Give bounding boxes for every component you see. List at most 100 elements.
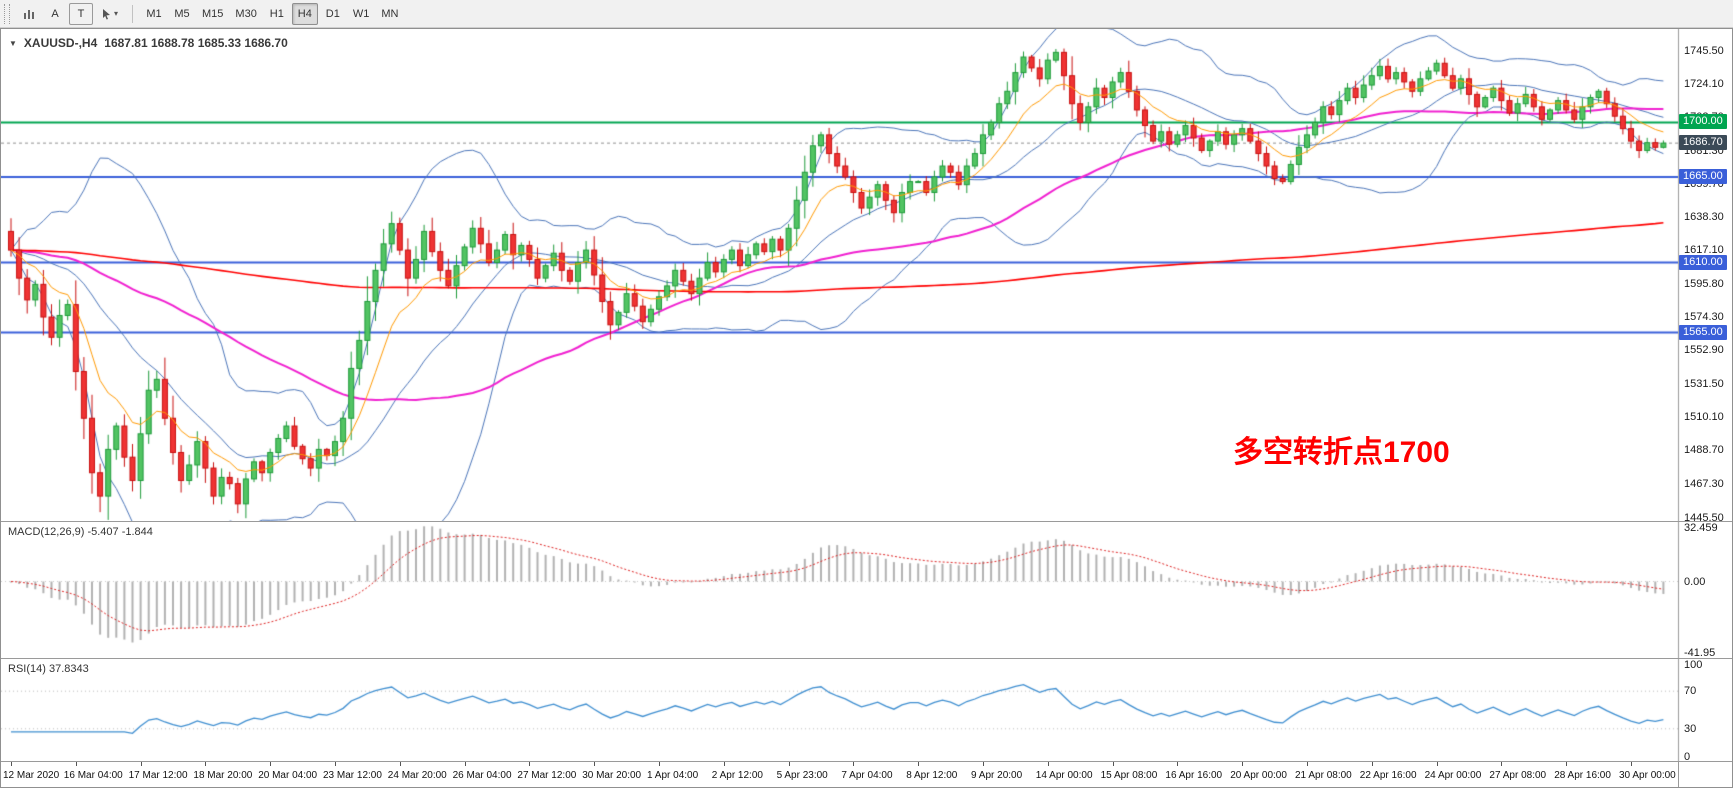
font-tool-button[interactable]: A [43, 3, 67, 25]
time-axis-label: 20 Mar 04:00 [258, 770, 318, 781]
timeframe-button-mn[interactable]: MN [376, 3, 403, 25]
price-axis-label: 1617.10 [1684, 244, 1724, 257]
main-chart-panel: ▼ XAUUSD-,H4 1687.81 1688.78 1685.33 168… [1, 29, 1732, 524]
chart-title: ▼ XAUUSD-,H4 1687.81 1688.78 1685.33 168… [9, 36, 288, 50]
timeframe-button-m30[interactable]: M30 [230, 3, 261, 25]
time-axis-label: 28 Apr 16:00 [1554, 770, 1611, 781]
price-axis-label: 1445.50 [1684, 511, 1724, 524]
time-axis-label: 23 Mar 12:00 [323, 770, 382, 781]
toolbar-separator [132, 4, 134, 23]
time-axis-label: 24 Mar 20:00 [387, 770, 447, 781]
time-axis-label: 15 Apr 08:00 [1100, 770, 1158, 781]
timeframe-button-m5[interactable]: M5 [169, 3, 195, 25]
timeframe-button-m15[interactable]: M15 [197, 3, 228, 25]
text-tool-label: T [77, 7, 85, 20]
time-tick-mark [1112, 762, 1114, 766]
macd-axis-label: 0.00 [1684, 575, 1706, 588]
price-axis-label: 1724.10 [1684, 77, 1724, 90]
time-axis-label: 12 Mar 2020 [3, 770, 60, 781]
price-axis-label: 1745.50 [1684, 44, 1724, 57]
text-tool-button[interactable]: T [69, 2, 93, 25]
bar-chart-icon [23, 8, 35, 20]
time-tick-mark [788, 762, 790, 766]
timeframe-button-h1[interactable]: H1 [264, 3, 290, 25]
rsi-axis-label: 100 [1684, 659, 1703, 671]
time-axis-separator [1678, 762, 1679, 787]
time-tick-mark [529, 762, 531, 766]
time-tick-mark [1501, 762, 1503, 766]
macd-axis-label: 32.459 [1684, 522, 1718, 534]
time-tick-mark [983, 762, 984, 766]
time-tick-mark [723, 762, 725, 766]
chart-annotation-text[interactable]: 多空转折点1700 [1233, 436, 1450, 469]
time-tick-mark [853, 762, 855, 766]
time-axis-label: 17 Mar 12:00 [128, 770, 188, 781]
time-tick-mark [335, 762, 336, 766]
time-axis-label: 20 Apr 00:00 [1230, 770, 1287, 781]
timeframe-group: M1 M5 M15 M30 H1 H4 D1 W1 MN [141, 2, 403, 25]
rsi-panel: RSI(14) 37.8343 100 70 30 0 [1, 658, 1732, 763]
time-axis-label: 21 Apr 08:00 [1295, 770, 1352, 781]
timeframe-button-h4[interactable]: H4 [291, 2, 318, 25]
bar-chart-tool-button[interactable] [17, 3, 41, 25]
toolbar-grip[interactable] [4, 3, 10, 24]
rsi-canvas[interactable] [1, 659, 1732, 761]
cursor-tool-button[interactable]: ▾ [95, 3, 124, 25]
time-axis[interactable]: 12 Mar 2020 16 Mar 04:00 17 Mar 12:00 18 Ma… [1, 761, 1732, 787]
time-axis-label: 26 Mar 04:00 [452, 770, 512, 781]
time-axis-label: 27 Mar 12:00 [517, 770, 577, 781]
macd-canvas[interactable] [1, 522, 1732, 658]
time-tick-mark [659, 762, 660, 766]
time-tick-mark [1177, 762, 1179, 766]
price-badge-1700.00: 1700.00 [1679, 114, 1727, 130]
time-tick-mark [1307, 762, 1308, 766]
cursor-icon [101, 8, 112, 20]
rsi-axis-label: 0 [1684, 751, 1691, 763]
macd-axis-label: -41.95 [1684, 646, 1716, 659]
time-axis-label: 2 Apr 12:00 [711, 770, 763, 781]
chart-symbol-period: XAUUSD-,H4 [23, 36, 98, 50]
time-tick-mark [1436, 762, 1438, 766]
time-axis-label: 22 Apr 16:00 [1359, 770, 1417, 781]
chart-ohlc-values: 1687.81 1688.78 1685.33 1686.70 [104, 36, 288, 50]
time-axis-label: 16 Mar 04:00 [63, 770, 123, 781]
price-axis-label: 1574.30 [1684, 311, 1724, 324]
time-axis-label: 16 Apr 16:00 [1165, 770, 1223, 781]
time-tick-mark [75, 762, 77, 766]
price-axis-label: 1552.90 [1684, 344, 1724, 357]
macd-label: MACD(12,26,9) -5.407 -1.844 [8, 526, 153, 538]
time-tick-mark [1371, 762, 1373, 766]
main-chart-canvas[interactable] [1, 29, 1732, 521]
time-axis-label: 7 Apr 04:00 [841, 770, 893, 781]
timeframe-button-m1[interactable]: M1 [141, 3, 167, 25]
time-tick-mark [399, 762, 401, 766]
time-axis-label: 27 Apr 08:00 [1489, 770, 1547, 781]
time-tick-mark [594, 762, 596, 766]
price-axis-label: 1488.70 [1684, 444, 1724, 457]
triangle-down-icon: ▼ [9, 38, 17, 48]
price-axis-label: 1638.30 [1684, 211, 1724, 224]
rsi-label: RSI(14) 37.8343 [8, 663, 89, 675]
price-badge-1610.00: 1610.00 [1679, 254, 1727, 270]
time-tick-mark [1047, 762, 1049, 766]
time-tick-mark [270, 762, 272, 766]
current-price-badge: 1686.70 [1679, 135, 1727, 151]
rsi-axis-label: 70 [1684, 685, 1697, 698]
timeframe-button-d1[interactable]: D1 [320, 3, 346, 25]
time-axis-label: 9 Apr 20:00 [971, 770, 1023, 781]
time-axis-label: 1 Apr 04:00 [647, 770, 699, 781]
rsi-axis-label: 30 [1684, 722, 1697, 735]
time-axis-label: 24 Apr 00:00 [1424, 770, 1482, 781]
time-tick-mark [140, 762, 142, 766]
time-axis-label: 8 Apr 12:00 [906, 770, 958, 781]
time-tick-mark [1566, 762, 1568, 766]
price-axis-label: 1595.80 [1684, 277, 1724, 290]
time-tick-mark [1242, 762, 1244, 766]
timeframe-button-w1[interactable]: W1 [348, 3, 375, 25]
time-tick-mark [464, 762, 466, 766]
price-badge-1665.00: 1665.00 [1679, 168, 1727, 184]
time-axis-label: 5 Apr 23:00 [776, 770, 828, 781]
time-tick-mark [918, 762, 920, 766]
chevron-down-icon: ▾ [114, 9, 119, 18]
